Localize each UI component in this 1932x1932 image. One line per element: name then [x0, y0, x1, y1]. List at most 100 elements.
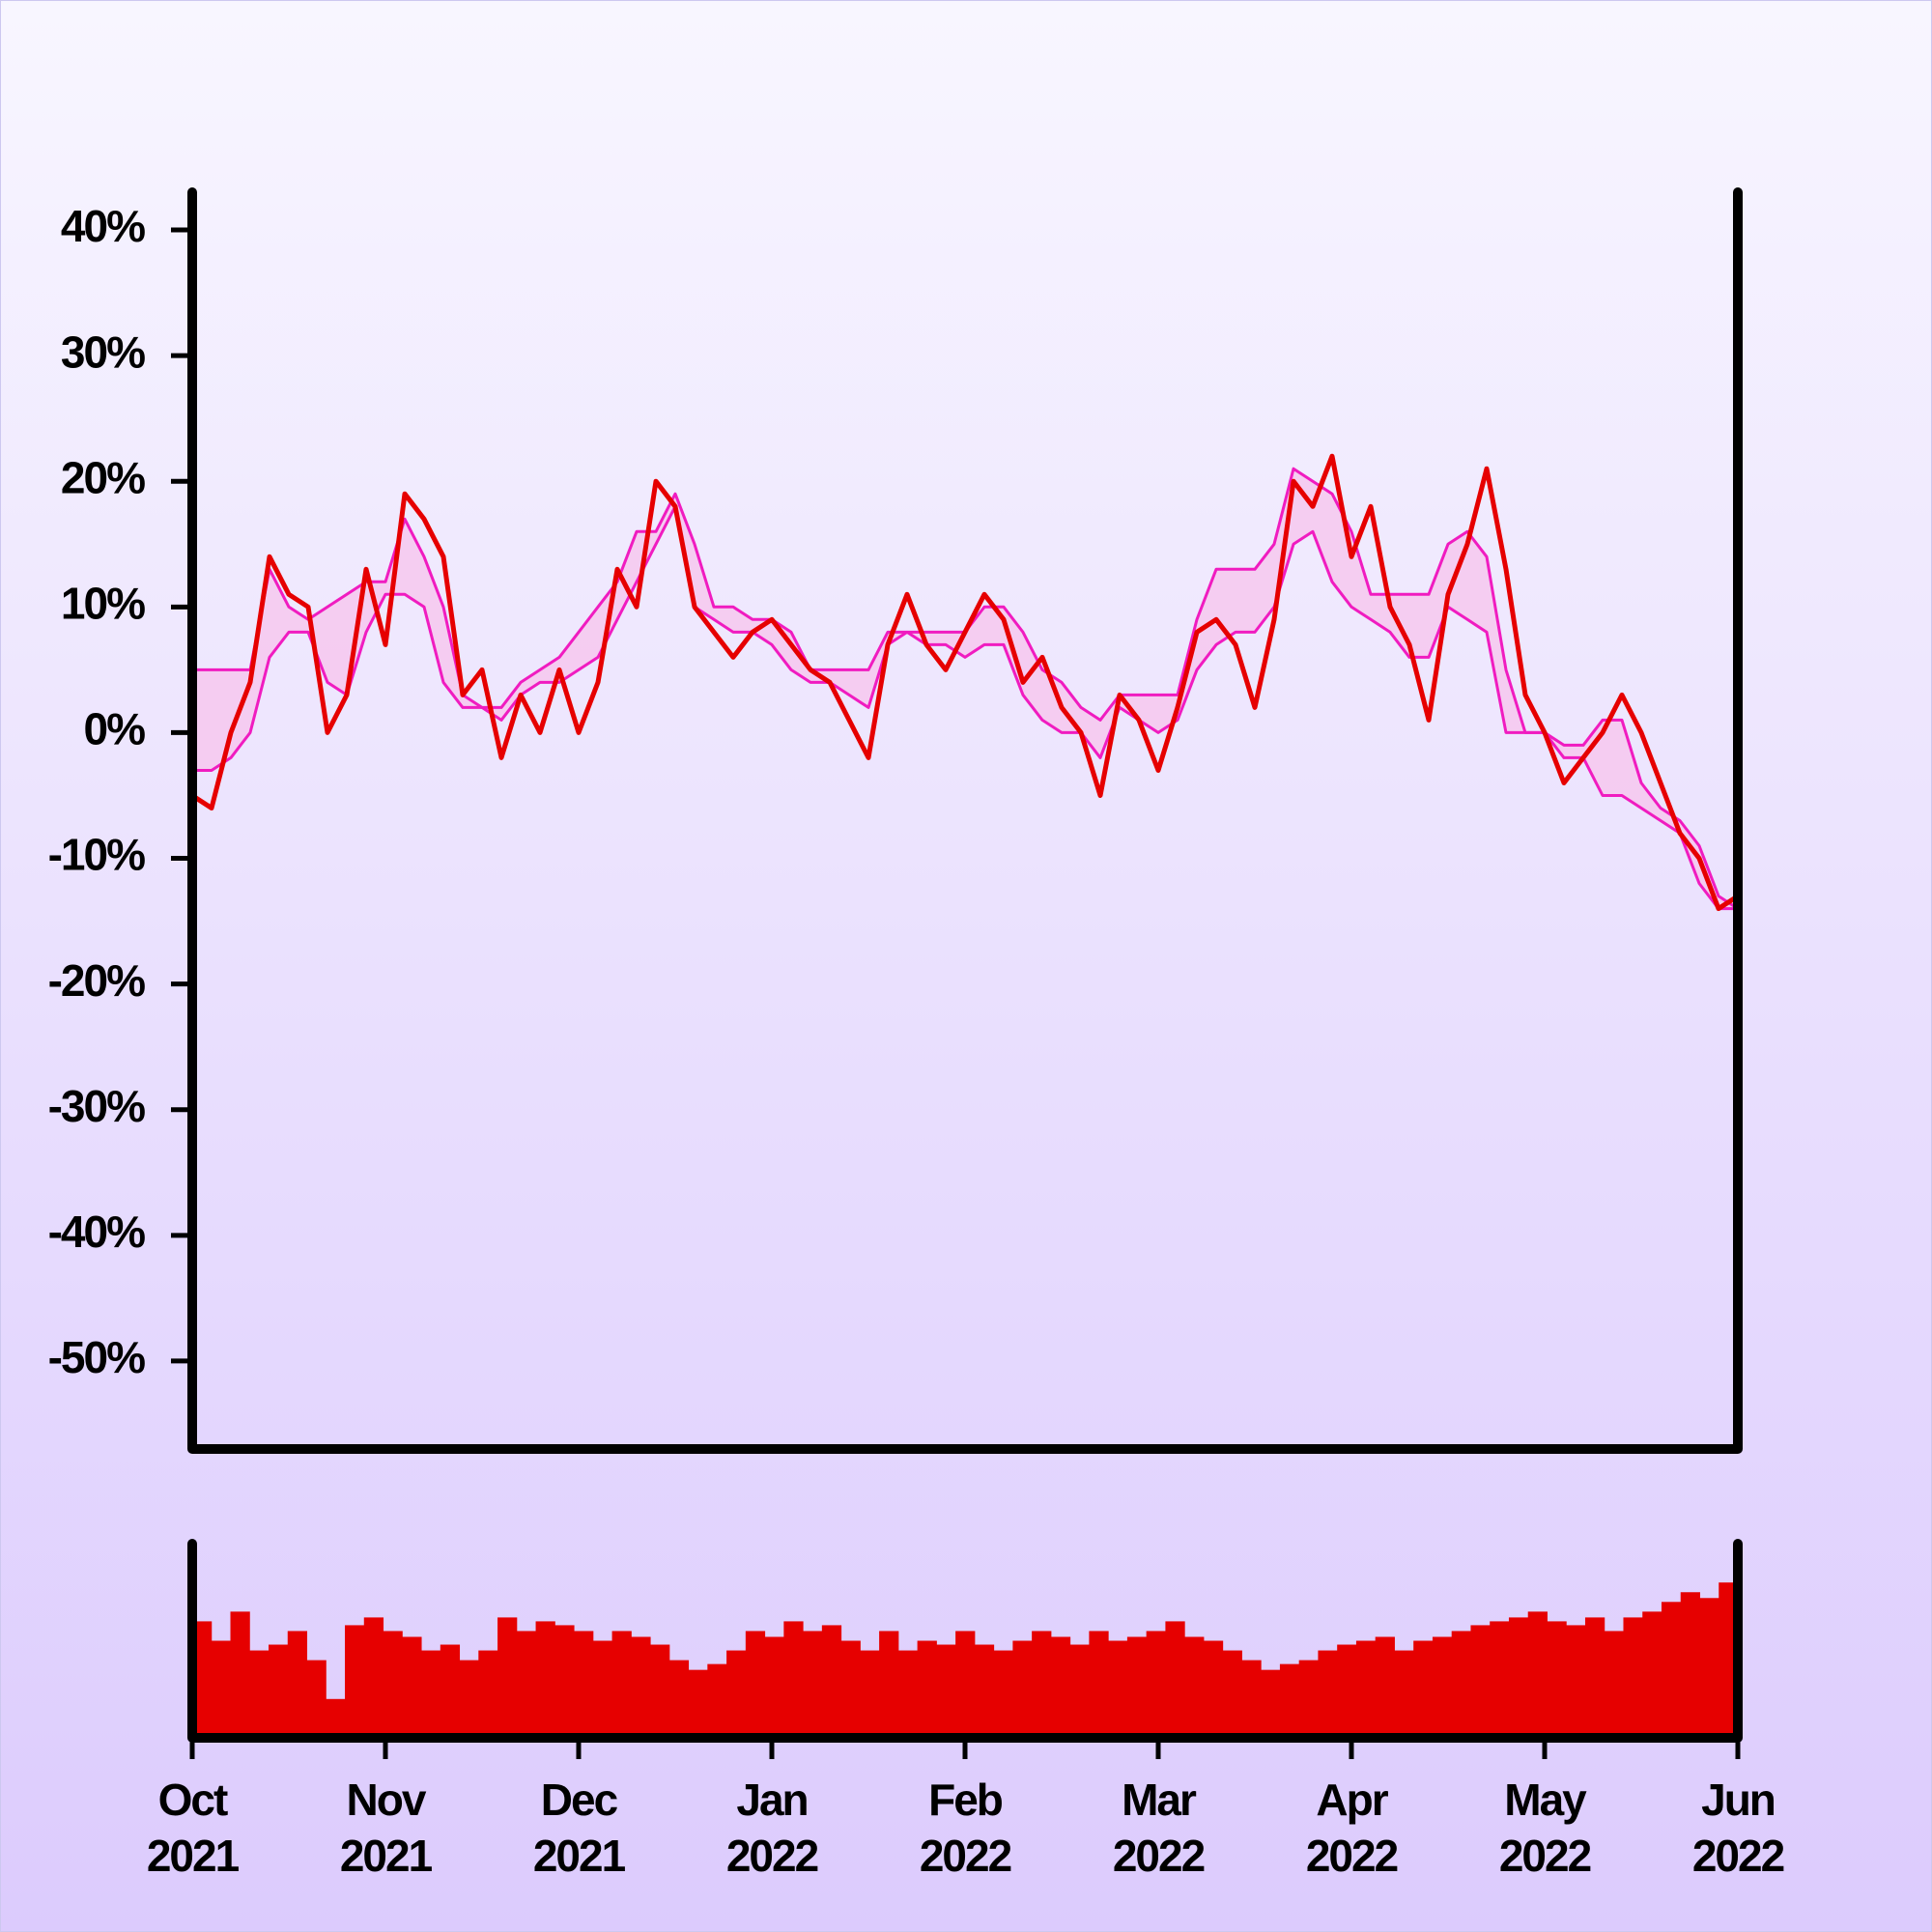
volume-bar: [402, 1636, 422, 1738]
volume-bar: [1490, 1621, 1510, 1738]
volume-bar: [1146, 1631, 1166, 1738]
volume-bar: [1261, 1669, 1281, 1738]
volume-bar: [1470, 1625, 1491, 1738]
volume-bar: [745, 1631, 766, 1738]
y-tick-label: 40%: [61, 201, 145, 251]
volume-bar: [421, 1650, 441, 1738]
volume-bar: [1432, 1636, 1453, 1738]
volume-bar: [1623, 1617, 1643, 1738]
volume-bar: [1375, 1636, 1395, 1738]
volume-bar: [459, 1660, 479, 1738]
volume-bar: [917, 1640, 937, 1738]
x-tick-label: 2021: [340, 1831, 433, 1881]
volume-bar: [1298, 1660, 1319, 1738]
volume-bar: [516, 1631, 537, 1738]
volume-bar: [840, 1640, 861, 1738]
volume-bar: [1089, 1631, 1109, 1738]
price-line: [190, 453, 1740, 912]
x-tick-label: 2022: [1692, 1831, 1784, 1881]
y-tick-label: 0%: [84, 704, 146, 754]
volume-bar: [611, 1631, 632, 1738]
volume-bar: [783, 1621, 804, 1738]
volume-bar: [326, 1698, 346, 1738]
volume-bar: [497, 1617, 518, 1738]
volume-bar: [1050, 1636, 1071, 1738]
volume-bar: [1222, 1650, 1242, 1738]
x-tick-label: 2022: [1113, 1831, 1205, 1881]
volume-bar: [936, 1644, 956, 1738]
y-tick-label: 20%: [61, 452, 145, 502]
volume-bar: [1279, 1663, 1300, 1738]
volume-bar: [1566, 1625, 1586, 1738]
volume-bar: [306, 1660, 327, 1738]
volume-bar: [764, 1636, 784, 1738]
volume-bar: [1413, 1640, 1434, 1738]
volume-bar: [707, 1663, 727, 1738]
band-lower: [192, 504, 1738, 911]
x-tick-label: Nov: [347, 1775, 427, 1825]
volume-bar: [554, 1625, 575, 1738]
x-tick-label: Oct: [158, 1775, 228, 1825]
band-fill: [192, 469, 1738, 909]
volume-bar: [688, 1669, 708, 1738]
x-tick-label: 2022: [1499, 1831, 1591, 1881]
x-tick-label: 2022: [920, 1831, 1011, 1881]
volume-bar: [1661, 1602, 1682, 1738]
volume-bar: [383, 1631, 403, 1738]
x-tick-label: 2022: [1306, 1831, 1398, 1881]
axis-frame: [187, 1539, 1743, 1743]
x-tick-label: 2021: [533, 1831, 626, 1881]
x-tick-label: Apr: [1316, 1775, 1388, 1825]
volume-bar: [726, 1650, 747, 1738]
y-tick-label: -20%: [48, 955, 145, 1006]
volume-bar: [821, 1625, 842, 1738]
x-tick-label: Mar: [1122, 1775, 1197, 1825]
volume-bar: [860, 1650, 880, 1738]
volume-bar: [1069, 1644, 1090, 1738]
volume-bar: [1355, 1640, 1377, 1738]
volume-bar: [631, 1636, 651, 1738]
x-tick-label: May: [1504, 1775, 1587, 1825]
x-tick-label: 2021: [147, 1831, 240, 1881]
volume-bar: [345, 1625, 365, 1738]
volume-bar: [650, 1644, 670, 1738]
volume-bar: [1680, 1592, 1700, 1738]
volume-bar: [879, 1631, 899, 1738]
x-tick-label: Feb: [928, 1775, 1003, 1825]
volume-bar: [1699, 1598, 1719, 1738]
volume-bar: [287, 1631, 308, 1738]
volume-bar: [1203, 1640, 1224, 1738]
volume-bar: [1241, 1660, 1262, 1738]
volume-bar: [440, 1644, 461, 1738]
volume-bar: [363, 1617, 384, 1738]
volume-bar: [535, 1621, 555, 1738]
volume-bar: [1032, 1631, 1052, 1738]
volume-bar: [1184, 1636, 1205, 1738]
volume-bar: [1604, 1631, 1624, 1738]
x-tick-label: 2022: [726, 1831, 818, 1881]
volume-bar: [1012, 1640, 1033, 1738]
y-tick-label: -10%: [48, 830, 145, 880]
axis-frame: [187, 187, 1743, 1454]
x-tick-label: Jun: [1701, 1775, 1775, 1825]
volume-bar: [1642, 1611, 1662, 1738]
y-tick-label: 10%: [61, 578, 145, 628]
volume-bar: [1451, 1631, 1471, 1738]
volume-bar: [1318, 1650, 1338, 1738]
volume-bar: [1547, 1621, 1567, 1738]
x-tick-label: Dec: [541, 1775, 618, 1825]
volume-bar: [249, 1650, 270, 1738]
volume-bar: [1508, 1617, 1529, 1738]
y-tick-label: -30%: [48, 1081, 145, 1131]
volume-bar: [192, 1621, 213, 1738]
volume-bar: [1394, 1650, 1414, 1738]
volume-bar: [1108, 1640, 1128, 1738]
y-tick-label: 30%: [61, 327, 145, 377]
y-tick-label: -40%: [48, 1207, 145, 1257]
volume-bar: [478, 1650, 498, 1738]
volume-bar: [1165, 1621, 1185, 1738]
volume-bar: [897, 1650, 919, 1738]
y-tick-label: -50%: [48, 1332, 145, 1382]
volume-bar: [269, 1644, 289, 1738]
